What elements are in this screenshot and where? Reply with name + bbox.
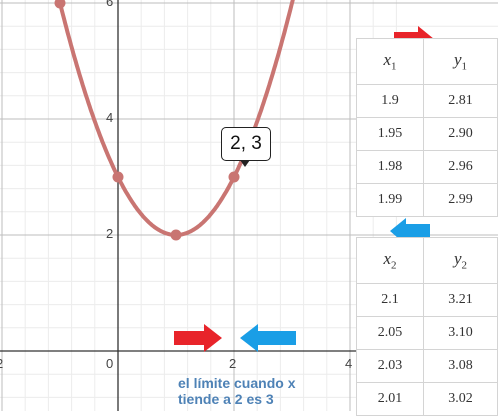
y-tick-6: 6 [106,0,114,9]
header-y1: y1 [423,38,498,85]
cell-x[interactable]: 1.9 [356,84,424,118]
cell-x[interactable]: 1.98 [356,150,424,184]
cell-y[interactable]: 3.10 [423,316,498,350]
table-row[interactable]: 1.95 2.90 [356,117,498,151]
x-tick-4: 4 [345,356,353,371]
table-header: x2 y2 [356,237,498,284]
table-x2-y2[interactable]: x2 y2 2.1 3.21 2.05 3.10 2.03 3.08 2.01 3.02 [356,237,498,416]
table-row[interactable]: 1.99 2.99 [356,183,498,217]
arrow-right-bottom [174,324,222,352]
table-row[interactable]: 2.03 3.08 [356,349,498,383]
header-x2: x2 [356,237,424,284]
header-x1: x1 [356,38,424,85]
curve-point [228,171,240,183]
cell-y[interactable]: 3.08 [423,349,498,383]
cell-x[interactable]: 1.99 [356,183,424,217]
cell-y[interactable]: 2.90 [423,117,498,151]
caption-line-2: tiende a 2 es 3 [178,391,274,407]
x-tick-neg2: 2 [0,356,3,371]
arrow-left-bottom [240,324,296,352]
table-row[interactable]: 2.1 3.21 [356,283,498,317]
y-tick-2: 2 [106,226,114,241]
table-header: x1 y1 [356,38,498,85]
cell-y[interactable]: 2.81 [423,84,498,118]
cell-x[interactable]: 2.05 [356,316,424,350]
table-row[interactable]: 2.01 3.02 [356,382,498,416]
cell-x[interactable]: 2.1 [356,283,424,317]
caption-line-1: el límite cuando x [178,375,296,391]
limit-caption: el límite cuando x tiende a 2 es 3 [178,375,318,407]
header-y2: y2 [423,237,498,284]
curve-point [170,229,182,241]
curve-point [112,171,124,183]
curve-points [54,0,240,241]
point-tooltip: 2, 3 [221,127,271,167]
cell-x[interactable]: 2.01 [356,382,424,416]
table-row[interactable]: 2.05 3.10 [356,316,498,350]
x-tick-0: 0 [106,356,114,371]
cell-y[interactable]: 2.99 [423,183,498,217]
table-row[interactable]: 1.98 2.96 [356,150,498,184]
curve-point [54,0,66,9]
x-tick-2: 2 [229,356,237,371]
cell-x[interactable]: 2.03 [356,349,424,383]
cell-x[interactable]: 1.95 [356,117,424,151]
cell-y[interactable]: 2.96 [423,150,498,184]
cell-y[interactable]: 3.21 [423,283,498,317]
y-tick-4: 4 [106,110,114,125]
table-x1-y1[interactable]: x1 y1 1.9 2.81 1.95 2.90 1.98 2.96 1.99 2.99 [356,38,498,217]
parabola-curve [57,0,295,237]
table-row[interactable]: 1.9 2.81 [356,84,498,118]
